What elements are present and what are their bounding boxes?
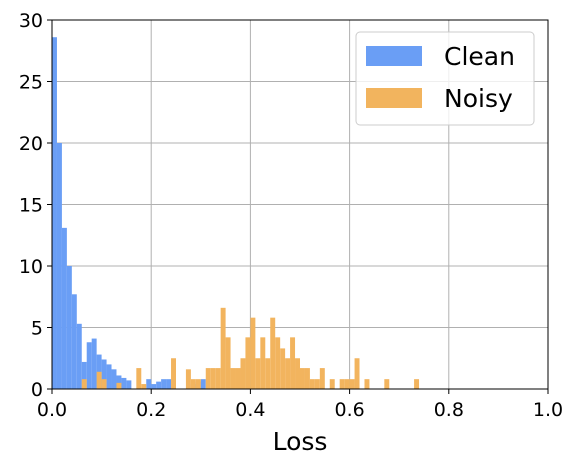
histogram-bar-noisy xyxy=(101,379,107,389)
histogram-bar-noisy xyxy=(141,384,147,389)
histogram-bar-noisy xyxy=(225,337,231,389)
x-tick-label: 0.2 xyxy=(136,399,166,421)
y-tick-label: 25 xyxy=(19,72,43,94)
y-axis-ticks: 0 5 10 15 20 25 30 xyxy=(19,10,52,401)
histogram-bar-noisy xyxy=(260,337,266,389)
histogram-bar-clean xyxy=(116,375,122,389)
y-tick-label: 10 xyxy=(19,256,43,278)
histogram-bar-noisy xyxy=(265,358,271,389)
x-tick-label: 0.6 xyxy=(334,399,364,421)
y-tick-label: 0 xyxy=(31,379,43,401)
histogram-bar-noisy xyxy=(220,307,226,389)
histogram-bar-noisy xyxy=(285,358,291,389)
y-tick-label: 20 xyxy=(19,133,43,155)
histogram-bar-noisy xyxy=(185,369,191,389)
histogram-bar-clean xyxy=(101,359,107,389)
histogram-bar-clean xyxy=(156,381,162,389)
histogram-bar-noisy xyxy=(235,368,241,389)
histogram-bar-noisy xyxy=(290,337,296,389)
histogram-bar-clean xyxy=(161,379,167,389)
legend-swatch-noisy xyxy=(366,88,422,108)
histogram-bar-noisy xyxy=(171,358,176,389)
histogram-bar-noisy xyxy=(354,358,360,389)
histogram-bar-noisy xyxy=(250,317,256,389)
histogram-bar-noisy xyxy=(190,379,196,389)
histogram-bar-noisy xyxy=(344,379,350,389)
histogram-bar-clean xyxy=(166,379,172,389)
histogram-bar-noisy xyxy=(304,368,310,389)
x-tick-label: 0.4 xyxy=(235,399,265,421)
x-tick-label: 0.0 xyxy=(37,399,67,421)
histogram-bar-clean xyxy=(56,143,62,389)
histogram-bar-noisy xyxy=(195,379,201,389)
y-tick-label: 15 xyxy=(19,195,43,217)
histogram-bar-clean xyxy=(86,342,92,389)
histogram-bar-noisy xyxy=(245,337,251,389)
histogram-bar-noisy xyxy=(384,379,390,389)
histogram-bar-clean xyxy=(106,364,112,389)
histogram-bar-noisy xyxy=(81,379,87,389)
legend-label-noisy: Noisy xyxy=(444,84,513,113)
histogram-bar-clean xyxy=(66,266,72,389)
histogram-bar-noisy xyxy=(339,379,345,389)
histogram-bar-clean xyxy=(111,369,117,389)
histogram-bar-noisy xyxy=(280,348,286,389)
histogram-bar-clean xyxy=(126,380,132,389)
histogram-bar-noisy xyxy=(210,368,216,389)
histogram-bar-clean xyxy=(71,294,77,389)
histogram-bar-noisy xyxy=(364,379,370,389)
x-tick-label: 1.0 xyxy=(533,399,563,421)
histogram-bar-noisy xyxy=(96,371,102,389)
histogram-bar-clean xyxy=(146,379,152,389)
histogram-bar-noisy xyxy=(230,368,236,389)
histogram-bar-noisy xyxy=(329,379,335,389)
histogram-bar-noisy xyxy=(136,368,142,389)
y-tick-label: 5 xyxy=(31,318,43,340)
histogram-bar-noisy xyxy=(309,379,315,389)
histogram-bar-clean xyxy=(52,37,57,389)
x-axis-ticks: 0.0 0.2 0.4 0.6 0.8 1.0 xyxy=(37,389,563,421)
y-tick-label: 30 xyxy=(19,10,43,32)
histogram-bar-noisy xyxy=(116,382,122,389)
histogram-bar-noisy xyxy=(205,368,211,389)
histogram-bar-noisy xyxy=(295,358,300,389)
histogram-bar-clean xyxy=(151,384,157,389)
histogram-bar-clean xyxy=(91,338,97,389)
histogram-bar-noisy xyxy=(300,368,305,389)
histogram-bar-clean xyxy=(76,323,82,389)
histogram-bars xyxy=(52,37,420,389)
histogram-bar-clean xyxy=(200,379,206,389)
histogram-bar-noisy xyxy=(319,368,325,389)
histogram-bar-noisy xyxy=(215,368,221,389)
histogram-bar-noisy xyxy=(349,379,355,389)
histogram-bar-noisy xyxy=(414,379,420,389)
legend: Clean Noisy xyxy=(355,31,535,126)
histogram-bar-clean xyxy=(61,227,67,389)
legend-swatch-clean xyxy=(366,46,422,66)
histogram-bar-clean xyxy=(81,361,87,389)
x-axis-label: Loss xyxy=(273,427,328,456)
histogram-bar-noisy xyxy=(275,337,281,389)
histogram-bar-noisy xyxy=(240,358,246,389)
x-tick-label: 0.8 xyxy=(434,399,464,421)
histogram-bar-noisy xyxy=(255,358,261,389)
histogram-bar-noisy xyxy=(270,317,276,389)
histogram-bar-clean xyxy=(121,377,127,389)
histogram-bar-noisy xyxy=(314,379,320,389)
legend-label-clean: Clean xyxy=(444,42,515,71)
